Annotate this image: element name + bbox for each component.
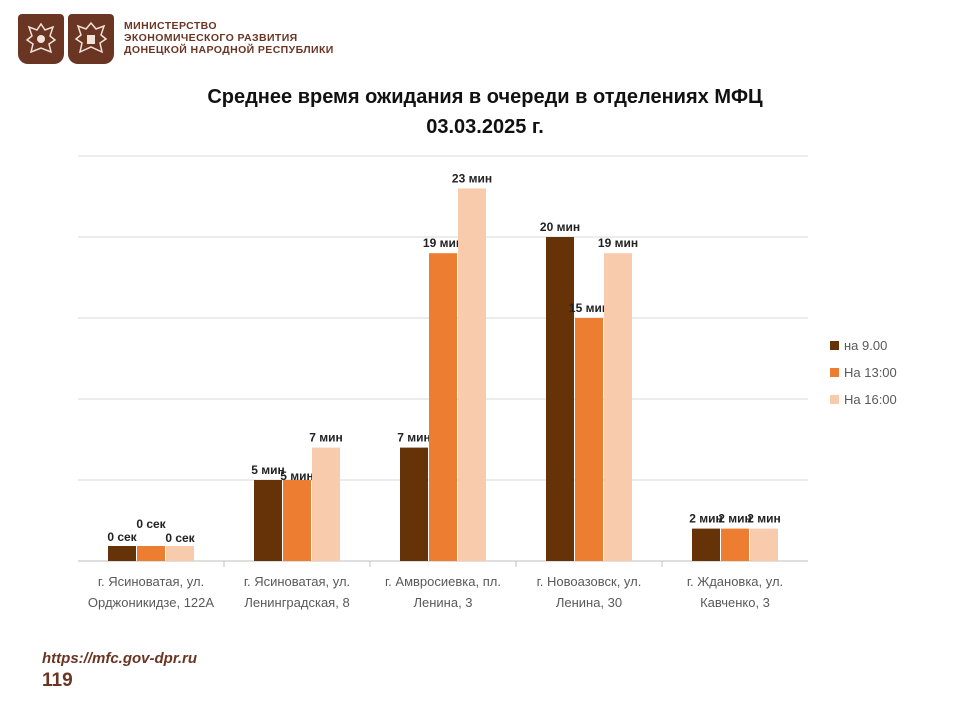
x-tick-label: г. Ждановка, ул. [687, 574, 783, 589]
legend-swatch [830, 368, 839, 377]
ministry-line: ЭКОНОМИЧЕСКОГО РАЗВИТИЯ [124, 32, 298, 44]
legend-label: На 13:00 [844, 365, 897, 380]
bar-3-1 [166, 546, 194, 561]
x-tick-label: Ленина, 3 [413, 595, 472, 610]
bar-2-3 [429, 253, 457, 561]
data-label: 2 мин [747, 512, 781, 526]
bar-2-1 [137, 546, 165, 561]
bar-1-2 [254, 480, 282, 561]
chart-title: Среднее время ожидания в очереди в отдел… [120, 82, 850, 142]
x-tick-label: г. Ясиноватая, ул. [98, 574, 204, 589]
legend-label: На 16:00 [844, 392, 897, 407]
data-label: 5 мин [251, 463, 285, 477]
bar-2-4 [575, 318, 603, 561]
data-label: 0 сек [136, 517, 166, 531]
chart-title-line: Среднее время ожидания в очереди в отдел… [207, 86, 763, 108]
x-tick-label: г. Амвросиевка, пл. [385, 574, 501, 589]
coat-of-arms-emblem [18, 14, 64, 64]
chart-title-date: 03.03.2025 г. [426, 116, 544, 138]
bar-1-1 [108, 546, 136, 561]
bar-2-5 [721, 528, 749, 561]
data-label: 7 мин [309, 431, 343, 445]
x-tick-label: Ленина, 30 [556, 595, 622, 610]
page-number: 119 [42, 670, 73, 691]
data-label: 5 мин [280, 469, 314, 483]
data-label: 2 мин [718, 512, 752, 526]
footer-url[interactable]: https://mfc.gov-dpr.ru [42, 650, 197, 667]
bar-1-4 [546, 237, 574, 561]
bar-2-2 [283, 480, 311, 561]
data-label: 2 мин [689, 512, 723, 526]
ministry-name: МИНИСТЕРСТВО ЭКОНОМИЧЕСКОГО РАЗВИТИЯ ДОН… [124, 20, 334, 56]
legend-label: на 9.00 [844, 338, 887, 353]
data-label: 15 мин [569, 301, 609, 315]
bar-3-2 [312, 447, 340, 561]
data-label: 19 мин [423, 236, 463, 250]
bar-1-3 [400, 447, 428, 561]
data-label: 7 мин [397, 431, 431, 445]
x-tick-label: г. Ясиноватая, ул. [244, 574, 350, 589]
data-label: 0 сек [107, 530, 137, 544]
ministry-line: ДОНЕЦКОЙ НАРОДНОЙ РЕСПУБЛИКИ [124, 44, 334, 56]
data-label: 23 мин [452, 171, 492, 185]
data-label: 20 мин [540, 220, 580, 234]
dpr-emblem [68, 14, 114, 64]
bar-1-5 [692, 528, 720, 561]
legend-swatch [830, 341, 839, 350]
bar-3-4 [604, 253, 632, 561]
x-tick-label: Кавченко, 3 [700, 595, 770, 610]
bar-3-3 [458, 188, 486, 561]
legend-swatch [830, 395, 839, 404]
data-label: 0 сек [165, 531, 195, 545]
data-label: 19 мин [598, 236, 638, 250]
ministry-line: МИНИСТЕРСТВО [124, 20, 217, 32]
bar-3-5 [750, 528, 778, 561]
x-tick-label: Ленинградская, 8 [244, 595, 349, 610]
x-tick-label: Орджоникидзе, 122А [88, 595, 214, 610]
x-tick-label: г. Новоазовск, ул. [537, 574, 642, 589]
